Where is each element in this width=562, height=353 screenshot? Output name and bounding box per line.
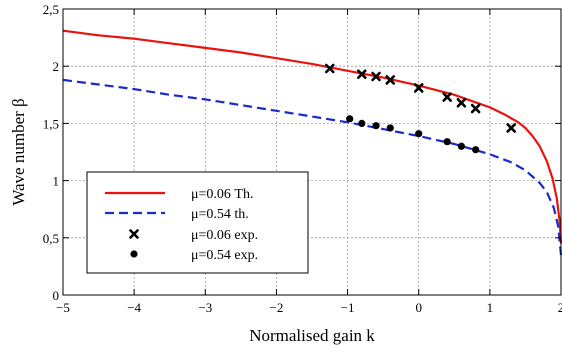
x-tick-label: −2 xyxy=(270,300,284,315)
cross-stroke xyxy=(470,103,481,114)
y-tick-label: 1 xyxy=(53,174,60,189)
data-point xyxy=(457,142,465,150)
x-tick-label: 2 xyxy=(558,300,562,315)
data-point xyxy=(358,119,366,127)
data-point xyxy=(443,138,451,146)
y-tick-label: 2,5 xyxy=(43,2,59,17)
cross-stroke xyxy=(456,98,467,108)
data-point xyxy=(506,123,517,133)
x-tick-label: 0 xyxy=(415,300,422,315)
series-layer xyxy=(62,29,562,256)
x-axis-title: Normalised gain k xyxy=(249,326,375,345)
y-tick-label: 1,5 xyxy=(43,116,59,131)
x-tick-label: −1 xyxy=(341,300,355,315)
data-point xyxy=(456,98,467,108)
data-point xyxy=(442,92,452,102)
data-point xyxy=(415,130,423,138)
cross-stroke xyxy=(442,92,452,102)
grid xyxy=(63,9,561,295)
data-point xyxy=(413,83,424,93)
y-tick-label: 0 xyxy=(53,288,60,303)
cross-stroke xyxy=(371,71,381,82)
data-point xyxy=(470,103,481,114)
x-tick-label: −4 xyxy=(127,300,141,315)
legend-box xyxy=(86,171,309,274)
series-points-2 xyxy=(324,63,517,133)
data-point xyxy=(385,75,396,85)
x-tick-label: 1 xyxy=(487,300,494,315)
plot-frame xyxy=(62,8,562,296)
x-tick-label: −5 xyxy=(56,300,70,315)
data-point xyxy=(356,69,367,80)
y-tick-label: 0,5 xyxy=(43,231,59,246)
legend-marker-3 xyxy=(130,250,138,258)
y-axis-title: Wave number β xyxy=(9,98,28,205)
series-line-1 xyxy=(62,78,562,256)
series-line-0 xyxy=(62,29,562,244)
data-point xyxy=(371,71,381,82)
legend-marker-2 xyxy=(129,229,139,239)
data-point xyxy=(386,124,394,132)
cross-stroke xyxy=(413,83,424,93)
legend-label-3: μ=0.54 exp. xyxy=(191,248,258,263)
legend-label-1: μ=0.54 th. xyxy=(191,207,249,222)
data-point xyxy=(346,115,354,123)
data-point xyxy=(324,63,335,74)
cross-stroke xyxy=(385,75,396,85)
cross-stroke xyxy=(356,69,367,80)
cross-stroke xyxy=(506,123,517,133)
x-tick-label: −3 xyxy=(198,300,212,315)
legend-label-0: μ=0.06 Th. xyxy=(191,187,253,202)
y-tick-label: 2 xyxy=(53,59,60,74)
legend-label-2: μ=0.06 exp. xyxy=(191,228,258,243)
axis-ticks: −5 −4 −3 −2 −1 0 1 2 0 0,5 1 1,5 2 2,5 xyxy=(43,2,562,315)
data-point xyxy=(372,122,380,130)
data-point xyxy=(472,146,480,154)
series-points-3 xyxy=(346,115,480,154)
legend: μ=0.06 Th. μ=0.54 th. μ=0.06 exp. μ=0.54 ex… xyxy=(86,171,309,274)
cross-stroke xyxy=(324,63,335,74)
cross-stroke xyxy=(129,229,139,239)
